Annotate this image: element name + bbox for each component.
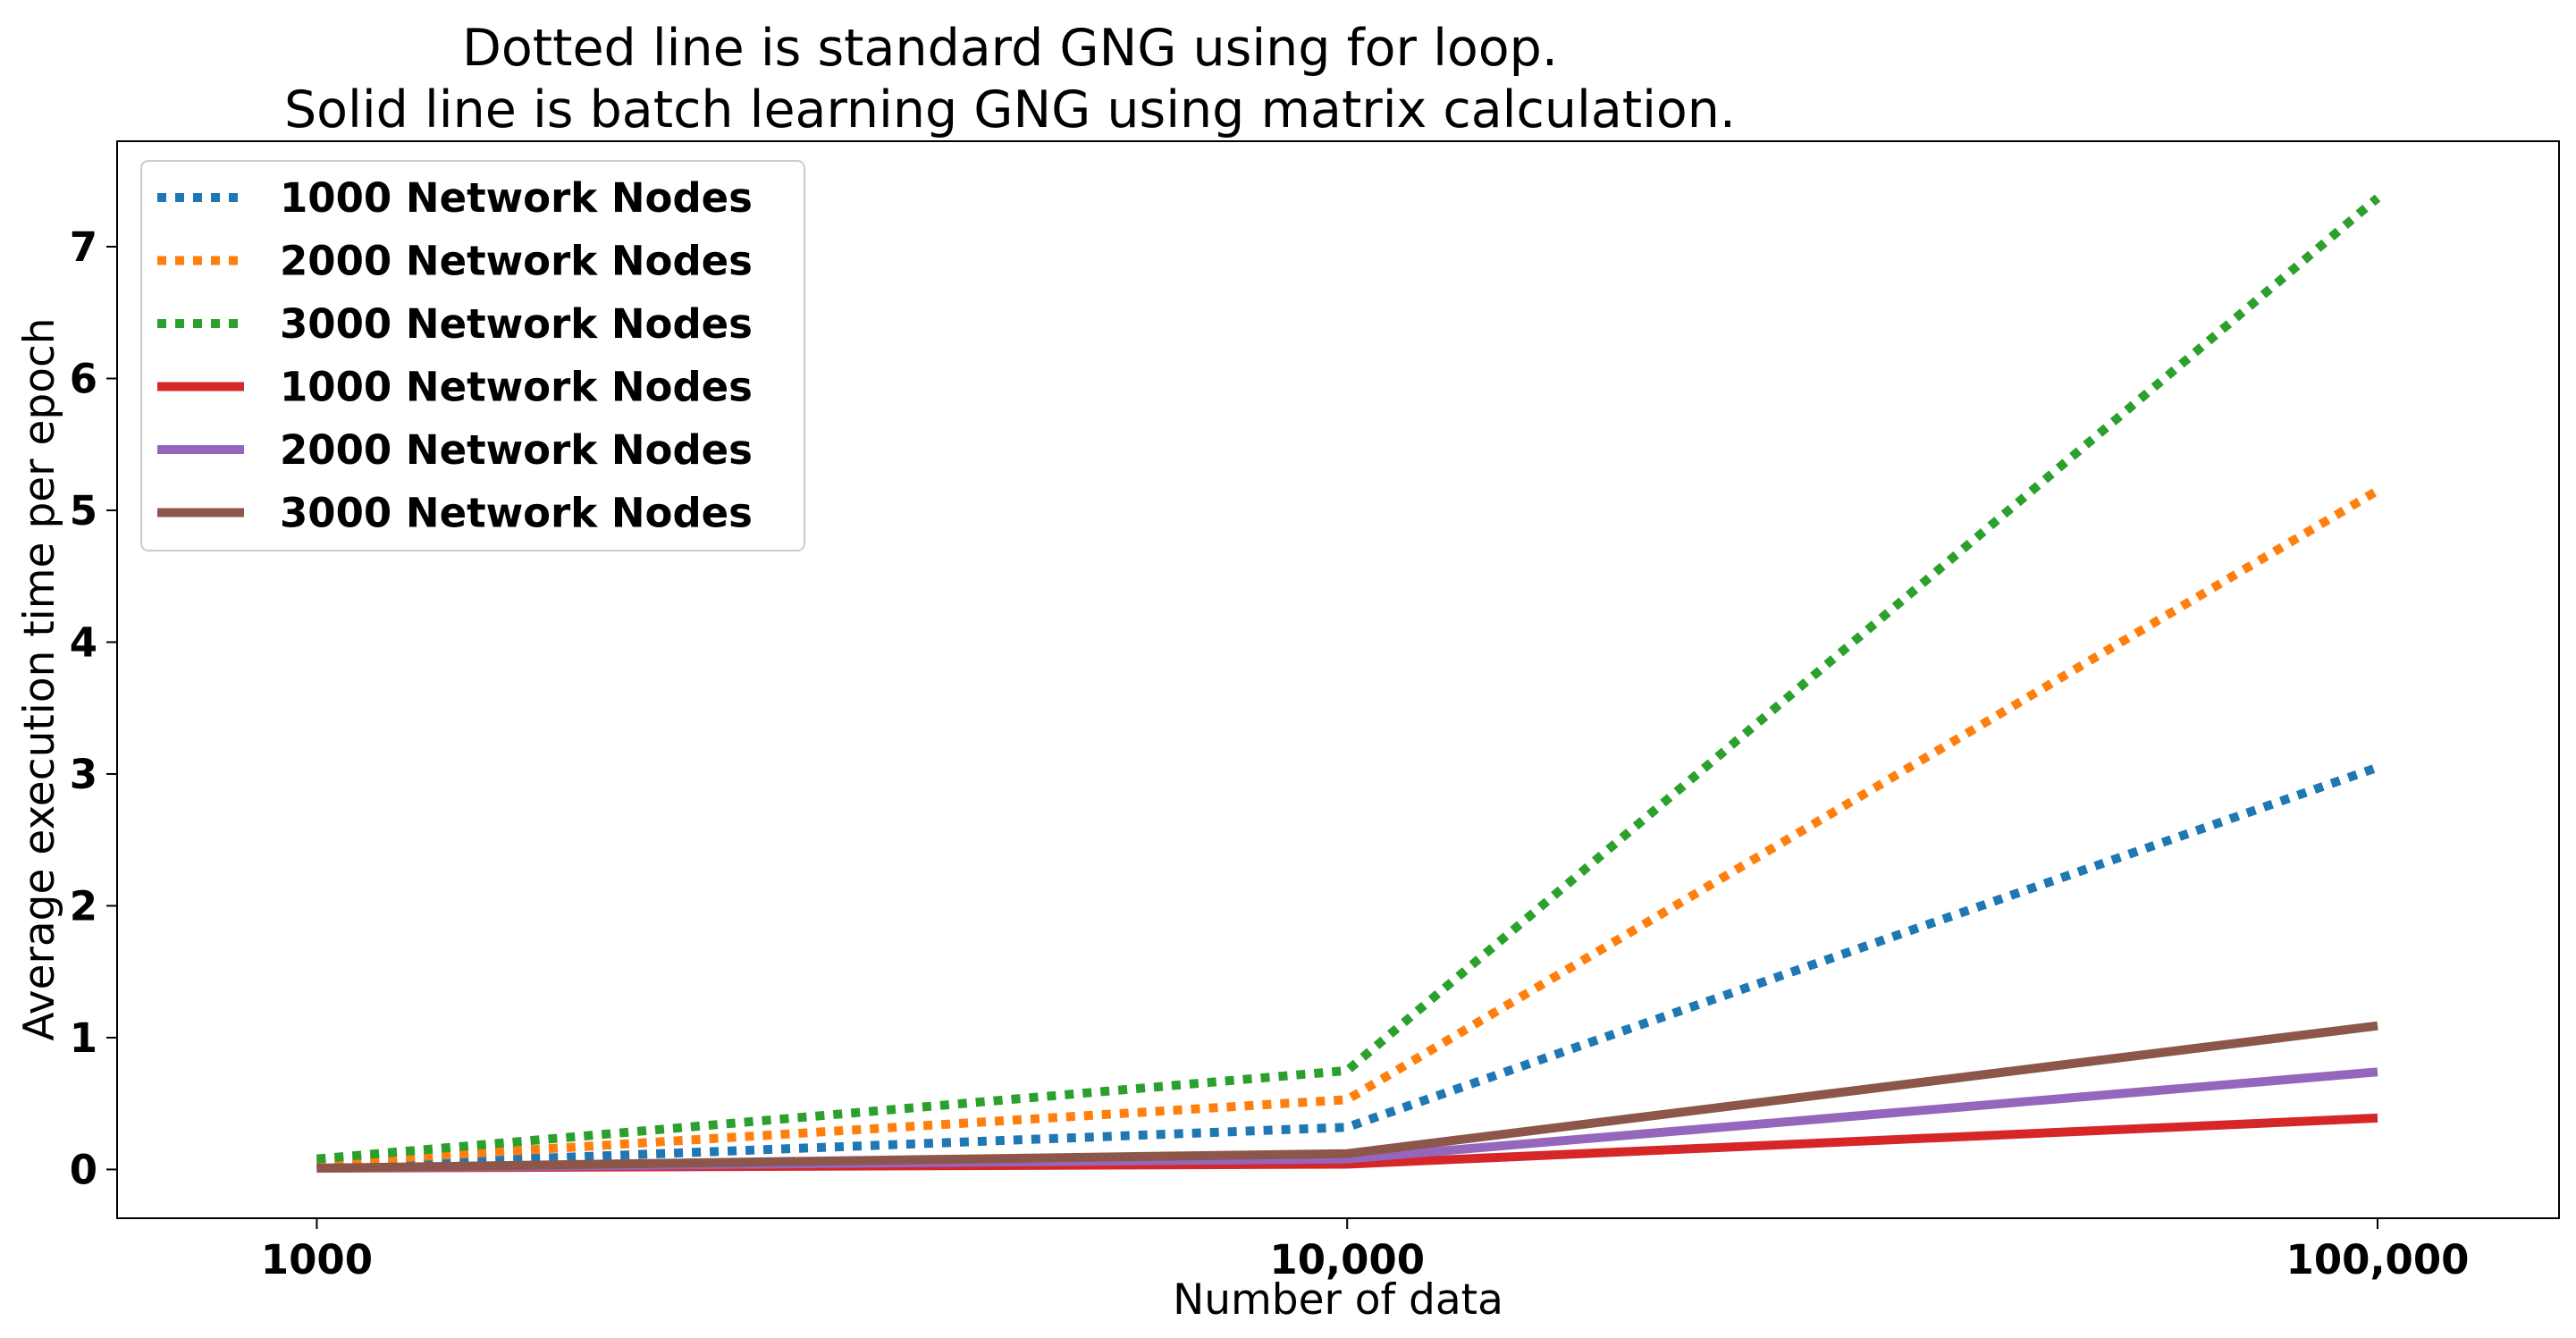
y-tick-label: 5 — [70, 487, 97, 534]
x-axis-label: Number of data — [1173, 1275, 1503, 1325]
series-line-dotted-3 — [316, 194, 2381, 1164]
y-axis-label: Average execution time per epoch — [15, 317, 64, 1040]
chart-title-line-2: Solid line is batch learning GNG using m… — [284, 80, 1736, 139]
series-line-solid-6 — [316, 1021, 2378, 1173]
series-layer — [316, 194, 2381, 1173]
legend-label-3: 3000 Network Nodes — [280, 300, 753, 348]
series-line-dotted-1 — [316, 762, 2379, 1172]
legend-label-2: 2000 Network Nodes — [280, 238, 753, 285]
plot-area-frame — [116, 140, 2560, 1219]
x-tick-label: 1000 — [261, 1236, 373, 1283]
legend-label-6: 3000 Network Nodes — [280, 490, 753, 537]
legend-label-5: 2000 Network Nodes — [280, 426, 753, 474]
chart-title-line-1: Dotted line is standard GNG using for lo… — [462, 19, 1558, 78]
y-tick-label: 1 — [70, 1014, 97, 1062]
series-line-dotted-2 — [316, 486, 2380, 1168]
ticks-layer: 0 1 2 3 4 5 6 7 1000 10,000 100,000 — [70, 223, 2470, 1283]
y-tick-label: 4 — [70, 619, 97, 666]
legend-label-4: 1000 Network Nodes — [280, 364, 753, 411]
y-tick-label: 2 — [70, 882, 97, 930]
legend: 1000 Network Nodes 2000 Network Nodes 3000… — [140, 160, 805, 551]
y-tick-label: 6 — [70, 355, 97, 402]
y-tick-label: 7 — [70, 223, 97, 271]
x-tick-label: 100,000 — [2286, 1236, 2470, 1283]
y-tick-label: 3 — [70, 751, 97, 798]
legend-label-1: 1000 Network Nodes — [280, 174, 753, 222]
legend-box — [140, 160, 805, 551]
y-tick-label: 0 — [70, 1146, 97, 1193]
x-tick-label: 10,000 — [1269, 1236, 1425, 1283]
